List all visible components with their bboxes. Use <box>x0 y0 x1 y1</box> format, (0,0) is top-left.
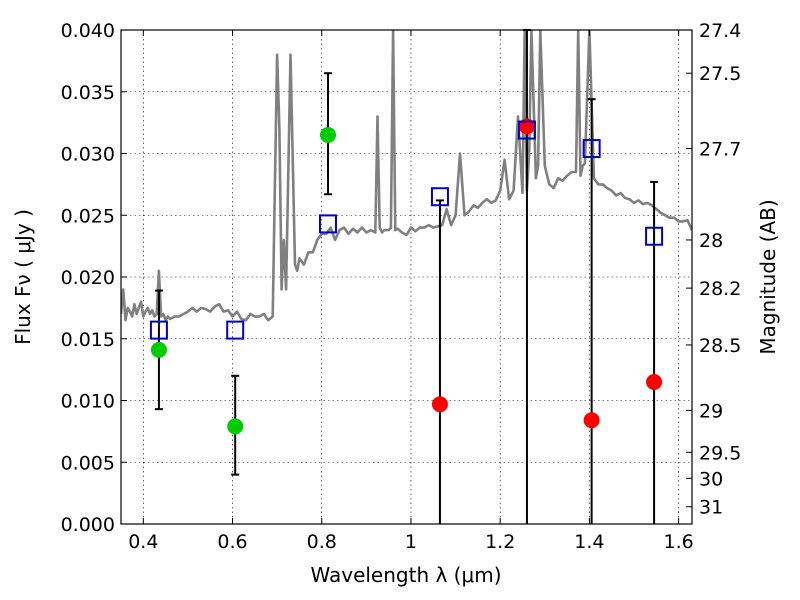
y-tick-label: 0.015 <box>61 329 115 351</box>
y-tick-label: 0.010 <box>61 391 115 413</box>
data-point-square <box>645 226 664 246</box>
y-tick-label: 0.030 <box>61 144 115 166</box>
x-tick-label: 1 <box>405 531 417 553</box>
y2-axis-label: Magnitude (AB) <box>756 199 780 354</box>
y2-tick-label: 29 <box>699 400 723 422</box>
y-tick-label: 0.020 <box>61 267 115 289</box>
data-point-square <box>318 214 337 234</box>
y-tick-label: 0.035 <box>61 82 115 104</box>
x-tick-label: 0.8 <box>307 531 337 553</box>
y-tick-label: 0.000 <box>61 514 115 536</box>
data-point-circle <box>150 341 167 358</box>
y-tick-label: 0.040 <box>61 20 115 42</box>
y2-tick-label: 29.5 <box>699 442 741 464</box>
y-axis-label: Flux Fν ( μJy ) <box>11 209 35 345</box>
y2-tick-label: 27.7 <box>699 139 741 161</box>
ticks-layer: 0.4 0.6 0.8 1 1.2 1.4 1.6 0.000 0.005 0.010 0.015 0… <box>61 20 742 553</box>
spectrum-layer <box>121 30 692 322</box>
data-point-square <box>517 120 536 140</box>
x-tick-label: 0.4 <box>128 531 158 553</box>
y2-tick-label: 28 <box>699 230 723 252</box>
data-point-square <box>430 187 449 207</box>
data-point-square <box>149 320 168 340</box>
data-point-circle <box>319 126 336 143</box>
y2-tick-label: 27.4 <box>699 20 741 42</box>
data-point-circle <box>431 396 448 413</box>
x-axis-label: Wavelength λ (μm) <box>310 563 501 587</box>
data-point-circle <box>583 412 600 429</box>
data-point-square <box>226 320 245 340</box>
y2-tick-label: 28.2 <box>699 278 741 300</box>
y-tick-label: 0.025 <box>61 205 115 227</box>
points-layer <box>149 29 664 524</box>
grid-layer <box>121 30 692 524</box>
data-point-circle <box>227 418 244 435</box>
x-tick-label: 1.4 <box>574 531 604 553</box>
spectrum-line <box>121 30 692 322</box>
y-tick-label: 0.005 <box>61 452 115 474</box>
y2-tick-label: 31 <box>699 497 723 519</box>
y2-tick-label: 28.5 <box>699 335 741 357</box>
data-point-square <box>582 139 601 159</box>
data-point-circle <box>646 373 663 390</box>
y2-tick-label: 30 <box>699 468 723 490</box>
x-tick-label: 1.6 <box>664 531 694 553</box>
x-tick-label: 0.6 <box>217 531 247 553</box>
y2-tick-label: 27.5 <box>699 63 741 85</box>
x-tick-label: 1.2 <box>485 531 515 553</box>
